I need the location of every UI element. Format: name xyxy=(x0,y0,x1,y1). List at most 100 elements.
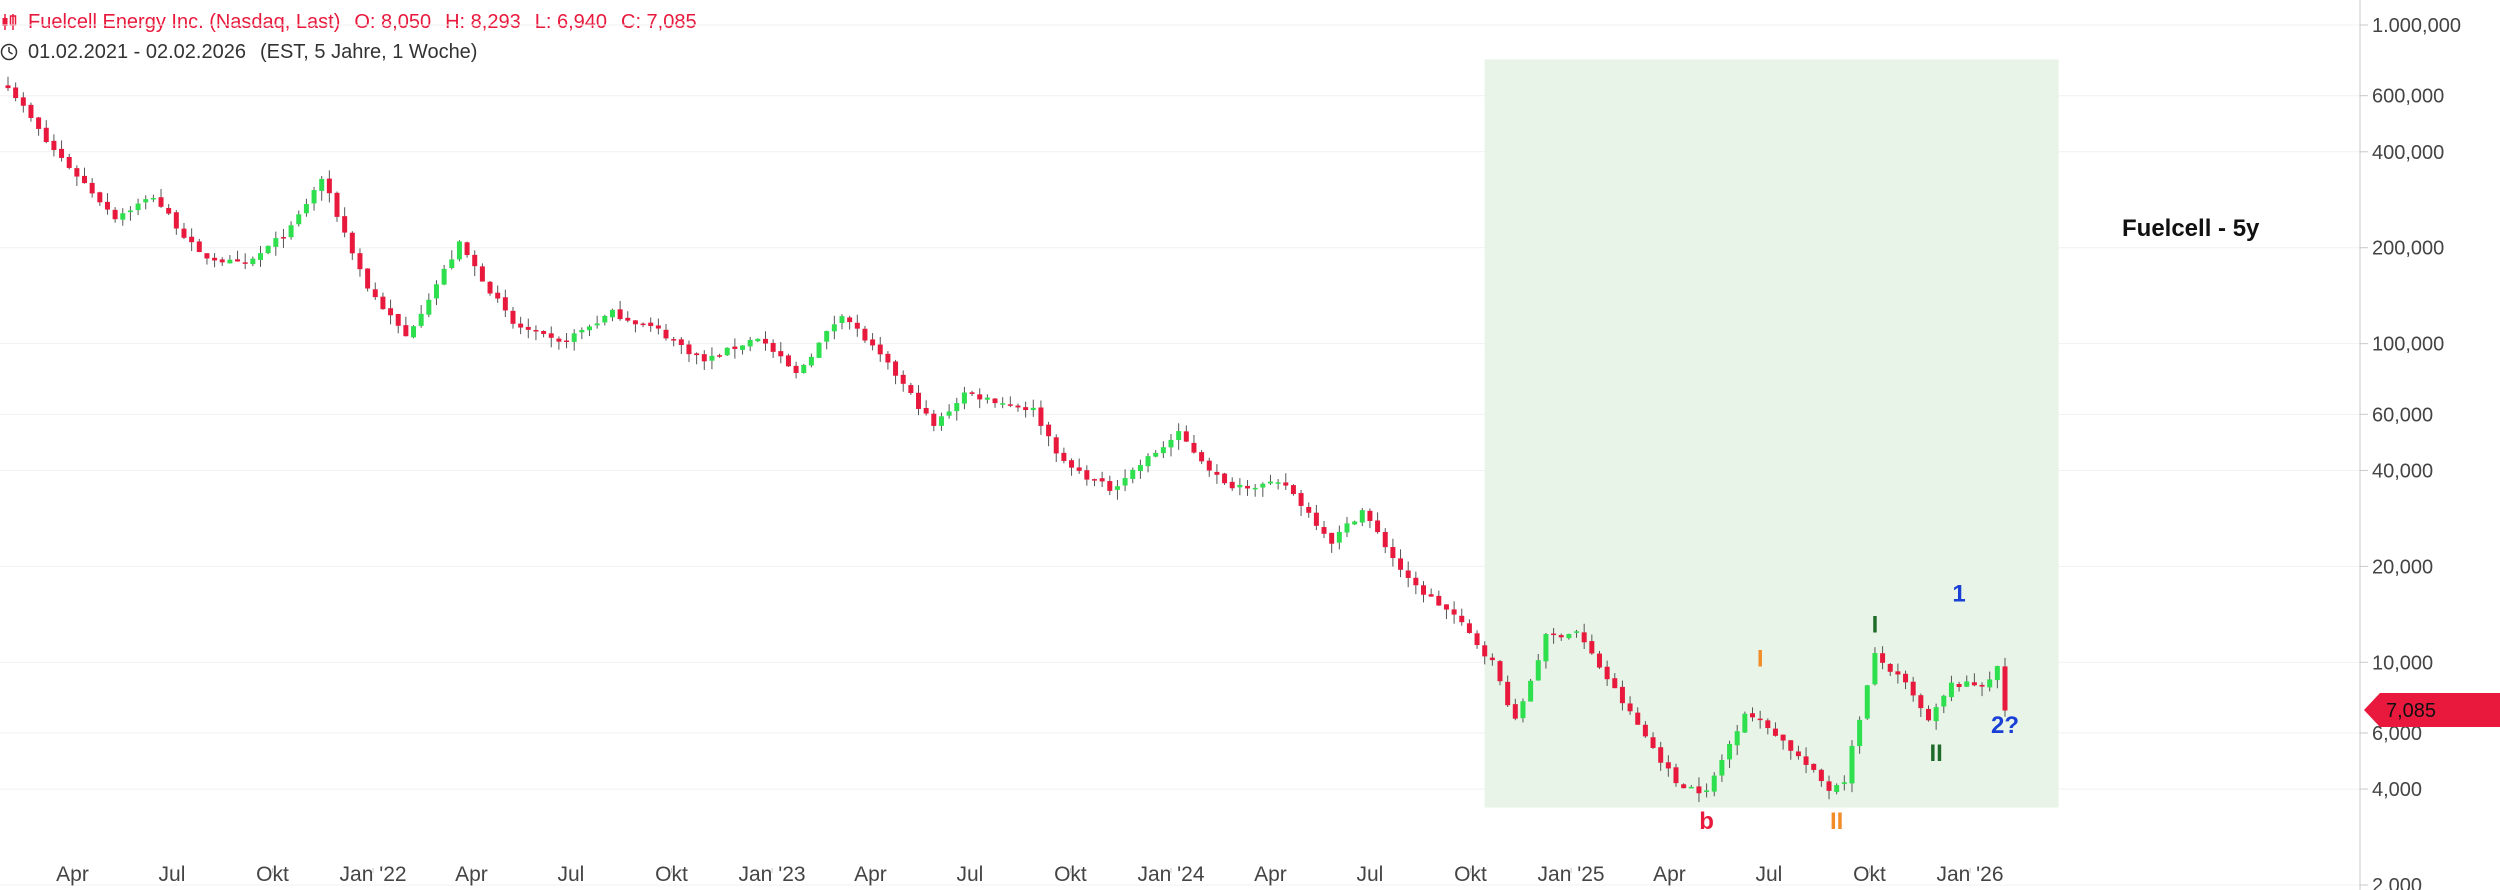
candle-body xyxy=(441,268,447,285)
y-tick-label: 6,000 xyxy=(2372,723,2422,745)
candle-body xyxy=(43,127,49,143)
wave-label: I xyxy=(1872,612,1879,639)
candle-body xyxy=(510,310,516,324)
x-tick-label: Okt xyxy=(1853,863,1886,886)
candle-body xyxy=(456,241,462,260)
candle-body xyxy=(1306,506,1312,513)
candle-body xyxy=(762,338,768,344)
candle-body xyxy=(862,328,868,341)
candle-body xyxy=(1428,594,1434,597)
candle-body xyxy=(1803,756,1809,765)
candle-body xyxy=(219,259,225,263)
candle-body xyxy=(541,331,547,334)
candle-body xyxy=(1000,403,1006,405)
candle-body xyxy=(870,339,876,346)
y-tick-label: 4,000 xyxy=(2372,779,2422,801)
candle-body xyxy=(181,228,187,238)
candle-body xyxy=(1321,527,1327,534)
candle-body xyxy=(388,308,394,316)
candle-body xyxy=(1612,678,1618,689)
candle-body xyxy=(1780,734,1786,741)
candle-body xyxy=(1864,685,1870,719)
candle-body xyxy=(1061,452,1067,461)
candle-body xyxy=(326,178,332,194)
candle-body xyxy=(770,342,776,352)
x-tick-label: Apr xyxy=(854,863,887,886)
candle-body xyxy=(747,339,753,347)
candle-body xyxy=(1665,762,1671,769)
candle-body xyxy=(1880,653,1886,663)
candle-body xyxy=(1589,641,1595,654)
candle-body xyxy=(587,326,593,331)
candle-body xyxy=(1451,609,1457,615)
candle-body xyxy=(495,292,501,299)
candle-body xyxy=(1053,437,1059,454)
candle-body xyxy=(1015,405,1021,408)
candle-body xyxy=(143,199,149,203)
candle-body xyxy=(411,326,417,338)
candle-body xyxy=(1069,460,1075,468)
candle-body xyxy=(1635,712,1641,725)
candle-body xyxy=(1841,782,1847,784)
candle-body xyxy=(380,296,386,310)
candle-body xyxy=(740,345,746,350)
x-tick-label: Apr xyxy=(1653,863,1686,886)
candle-body xyxy=(663,329,669,339)
candle-body xyxy=(954,403,960,412)
candle-body xyxy=(433,284,439,299)
candle-body xyxy=(923,407,929,414)
y-tick-label: 1.000,000 xyxy=(2372,15,2461,37)
candle-body xyxy=(1153,452,1159,457)
candle-body xyxy=(97,192,103,203)
candle-body xyxy=(1390,547,1396,559)
candle-body xyxy=(1114,486,1120,490)
candle-body xyxy=(1130,469,1136,479)
candle-body xyxy=(1206,460,1212,471)
candle-body xyxy=(1956,683,1962,687)
candle-body xyxy=(1681,784,1687,789)
candle-body xyxy=(839,316,845,323)
candle-body xyxy=(755,338,761,342)
candle-body xyxy=(311,190,317,204)
candle-body xyxy=(885,353,891,363)
candle-body xyxy=(808,356,814,366)
candle-body xyxy=(1283,482,1289,486)
candle-body xyxy=(1795,751,1801,757)
y-tick-label: 2,000 xyxy=(2372,875,2422,890)
candle-body xyxy=(1275,482,1281,484)
candle-body xyxy=(1826,781,1832,791)
candle-body xyxy=(518,323,524,328)
candle-body xyxy=(831,324,837,332)
candle-body xyxy=(992,398,998,404)
chart-settings: (EST, 5 Jahre, 1 Woche) xyxy=(259,41,478,63)
candle-body xyxy=(1987,679,1993,688)
candle-body xyxy=(1719,760,1725,776)
candle-body xyxy=(196,241,202,253)
candle-body xyxy=(717,355,723,357)
candle-body xyxy=(1857,719,1863,747)
last-price-label: 7,085 xyxy=(2386,700,2436,722)
candle-body xyxy=(51,140,57,151)
candle-body xyxy=(1551,633,1557,636)
candle-body xyxy=(82,175,88,184)
candle-body xyxy=(5,85,11,89)
candle-body xyxy=(1505,681,1511,706)
wave-label: I xyxy=(1757,645,1764,672)
candle-body xyxy=(671,339,677,341)
x-tick-label: Okt xyxy=(256,863,289,886)
candle-body xyxy=(877,344,883,355)
x-tick-label: Jan '26 xyxy=(1936,863,2003,886)
candle-body xyxy=(1933,707,1939,722)
candle-body xyxy=(357,253,363,270)
candle-body xyxy=(1137,465,1143,472)
candle-body xyxy=(280,237,286,239)
clock-icon xyxy=(0,43,18,61)
candle-body xyxy=(1030,407,1036,411)
candle-body xyxy=(1497,661,1503,682)
x-tick-label: Apr xyxy=(1254,863,1287,886)
candle-body xyxy=(793,365,799,373)
candle-body xyxy=(1673,767,1679,784)
candle-body xyxy=(816,342,822,358)
candle-body xyxy=(1336,531,1342,543)
